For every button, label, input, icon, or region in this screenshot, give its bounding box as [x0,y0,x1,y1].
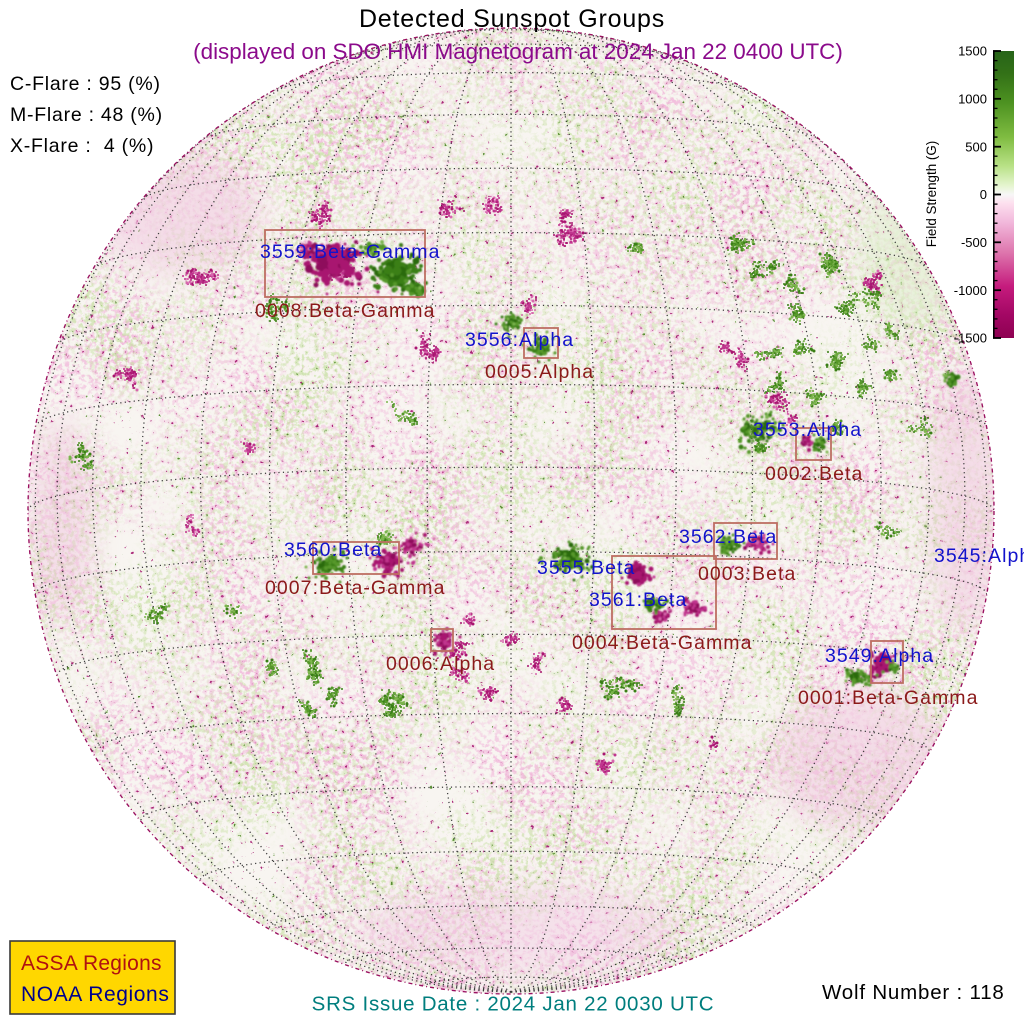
svg-text:Field Strength (G): Field Strength (G) [924,141,939,247]
svg-text:0002:Beta: 0002:Beta [765,463,863,485]
svg-text:Detected Sunspot Groups: Detected Sunspot Groups [359,5,665,33]
svg-text:M-Flare : 48 (%): M-Flare : 48 (%) [10,104,163,126]
svg-text:C-Flare : 95 (%): C-Flare : 95 (%) [10,73,161,95]
svg-text:0001:Beta-Gamma: 0001:Beta-Gamma [798,687,979,709]
svg-text:3553:Alpha: 3553:Alpha [753,419,862,441]
svg-text:1000: 1000 [958,92,987,107]
svg-text:3549:Alpha: 3549:Alpha [825,645,934,667]
svg-text:(displayed on SDO HMI Magnetog: (displayed on SDO HMI Magnetogram at 202… [193,39,843,64]
svg-text:3559:Beta-Gamma: 3559:Beta-Gamma [260,241,441,263]
svg-text:ASSA Regions: ASSA Regions [21,952,162,975]
svg-text:X-Flare : 4 (%): X-Flare : 4 (%) [10,135,154,157]
svg-text:0005:Alpha: 0005:Alpha [485,361,594,383]
svg-text:3545:Alpha: 3545:Alpha [934,545,1024,567]
svg-text:0008:Beta-Gamma: 0008:Beta-Gamma [255,300,436,322]
svg-text:-500: -500 [961,235,987,250]
svg-text:0006:Alpha: 0006:Alpha [386,653,495,675]
svg-text:-1000: -1000 [954,283,987,298]
svg-text:0003:Beta: 0003:Beta [698,563,796,585]
svg-text:0007:Beta-Gamma: 0007:Beta-Gamma [265,577,446,599]
svg-text:3562:Beta: 3562:Beta [679,526,777,548]
svg-text:NOAA Regions: NOAA Regions [21,983,169,1006]
svg-text:0: 0 [980,187,987,202]
svg-text:Wolf Number : 118: Wolf Number : 118 [822,981,1005,1004]
svg-text:3555:Beta: 3555:Beta [537,557,635,579]
svg-text:3556:Alpha: 3556:Alpha [465,329,574,351]
svg-text:3561:Beta: 3561:Beta [589,589,687,611]
svg-text:-1500: -1500 [954,331,987,346]
svg-text:0004:Beta-Gamma: 0004:Beta-Gamma [572,632,753,654]
svg-text:SRS Issue Date : 2024 Jan 22 0: SRS Issue Date : 2024 Jan 22 0030 UTC [312,993,715,1016]
svg-text:500: 500 [965,139,987,154]
svg-text:1500: 1500 [958,44,987,59]
svg-text:3560:Beta: 3560:Beta [284,539,382,561]
